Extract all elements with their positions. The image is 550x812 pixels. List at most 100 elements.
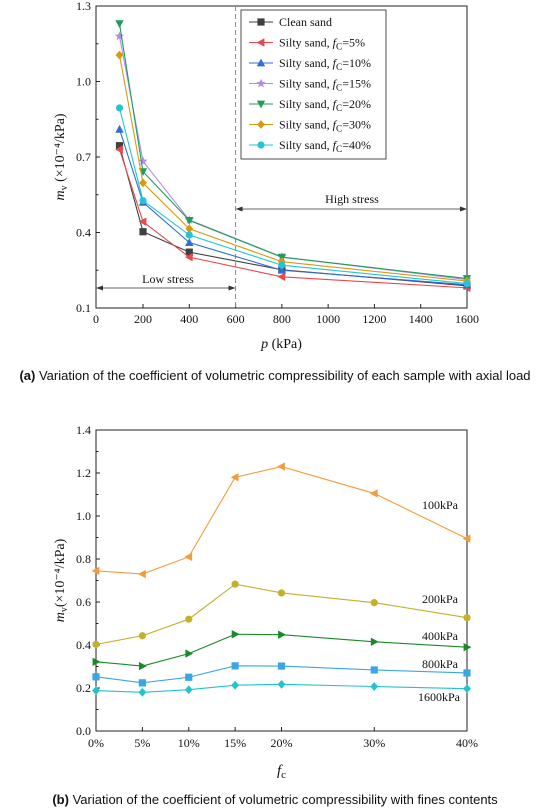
data-point-a-4-2 bbox=[185, 217, 194, 225]
annotation-arrow-head-right-1 bbox=[460, 206, 467, 212]
data-point-b-3-3 bbox=[231, 662, 239, 670]
data-point-b-0-1 bbox=[137, 569, 146, 579]
y-tick-label-b-2: 0.4 bbox=[76, 638, 91, 652]
y-tick-label-a-1: 0.4 bbox=[76, 226, 91, 240]
legend-label-a-4: Silty sand, fC=20% bbox=[279, 97, 371, 114]
y-tick-label-b-4: 0.8 bbox=[76, 552, 91, 566]
x-tick-label-b-5: 30% bbox=[363, 736, 385, 750]
legend-marker-a-4 bbox=[256, 100, 266, 109]
data-point-a-4-0 bbox=[115, 20, 124, 29]
data-point-b-2-4 bbox=[278, 630, 286, 639]
data-point-b-4-2 bbox=[184, 685, 193, 695]
caption-b-label: (b) bbox=[52, 792, 69, 807]
data-point-b-1-0 bbox=[92, 640, 100, 648]
data-point-b-1-1 bbox=[138, 632, 146, 640]
annotation-arrow-head-left-1 bbox=[235, 206, 243, 212]
series-label-b-0: 100kPa bbox=[422, 498, 459, 512]
data-point-b-0-6 bbox=[462, 534, 471, 543]
annotation-arrow-0 bbox=[96, 285, 236, 291]
legend-label-a-2: Silty sand, fC=10% bbox=[279, 56, 371, 73]
data-point-b-3-6 bbox=[463, 669, 471, 677]
x-tick-label-a-5: 1000 bbox=[316, 312, 340, 326]
data-point-b-4-1 bbox=[138, 687, 147, 697]
x-tick-label-b-2: 10% bbox=[178, 736, 200, 750]
series-line-b-2 bbox=[95, 633, 468, 667]
y-tick-label-b-3: 0.6 bbox=[76, 595, 91, 609]
data-point-a-3-1 bbox=[138, 156, 148, 166]
data-point-a-6-2 bbox=[185, 231, 193, 239]
legend-label-a-0: Clean sand bbox=[279, 15, 332, 29]
data-point-a-5-1 bbox=[139, 178, 147, 188]
data-point-b-0-4 bbox=[277, 462, 285, 471]
data-point-a-1-2 bbox=[184, 252, 193, 262]
annotation-text-0: Low stress bbox=[142, 272, 194, 286]
legend-marker-a-3 bbox=[256, 78, 266, 88]
legend-marker-a-5 bbox=[257, 120, 265, 129]
data-point-a-5-2 bbox=[185, 224, 194, 234]
x-tick-label-a-3: 600 bbox=[227, 312, 245, 326]
data-point-a-2-3 bbox=[277, 265, 287, 274]
data-point-a-6-1 bbox=[139, 196, 147, 205]
legend-marker-a-6 bbox=[257, 141, 265, 149]
data-point-b-2-5 bbox=[370, 637, 379, 646]
data-point-b-1-5 bbox=[370, 599, 378, 607]
y-tick-label-a-3: 1.0 bbox=[76, 75, 91, 89]
x-tick-label-a-8: 1600 bbox=[455, 312, 479, 326]
y-tick-label-b-6: 1.2 bbox=[76, 466, 91, 480]
y-tick-label-a-4: 1.3 bbox=[76, 0, 91, 13]
x-tick-label-a-4: 800 bbox=[273, 312, 291, 326]
x-tick-label-a-2: 400 bbox=[180, 312, 198, 326]
y-tick-label-a-0: 0.1 bbox=[76, 301, 91, 315]
caption-b-text: Variation of the coefficient of volumetr… bbox=[72, 792, 498, 807]
legend-marker-a-0 bbox=[257, 18, 265, 26]
data-point-b-0-2 bbox=[184, 552, 193, 562]
data-point-a-0-0 bbox=[115, 142, 124, 150]
legend-label-a-3: Silty sand, fC=15% bbox=[279, 77, 371, 94]
y-tick-label-a-2: 0.7 bbox=[76, 150, 91, 164]
series-line-a-1 bbox=[118, 149, 468, 289]
caption-b: (b) Variation of the coefficient of volu… bbox=[10, 790, 540, 809]
data-point-b-3-1 bbox=[138, 679, 146, 687]
x-tick-label-b-0: 0% bbox=[88, 736, 104, 750]
data-point-b-1-4 bbox=[277, 589, 286, 597]
data-point-b-2-3 bbox=[231, 630, 240, 639]
data-point-b-1-2 bbox=[185, 615, 193, 623]
data-point-b-2-1 bbox=[138, 661, 147, 671]
y-axis-label-b: mv(×10⁻⁴/kPa) bbox=[53, 538, 70, 622]
annotation-arrow-1 bbox=[235, 206, 467, 212]
annotation-arrow-head-right-0 bbox=[228, 285, 236, 291]
series-line-b-0 bbox=[95, 465, 468, 575]
data-point-a-6-4 bbox=[463, 279, 471, 288]
caption-a: (a) Variation of the coefficient of volu… bbox=[10, 366, 540, 385]
legend-label-a-5: Silty sand, fC=30% bbox=[279, 118, 371, 135]
x-tick-label-b-1: 5% bbox=[134, 736, 150, 750]
legend-marker-a-1 bbox=[256, 38, 265, 47]
data-point-a-2-2 bbox=[185, 238, 194, 246]
y-tick-label-b-7: 1.4 bbox=[76, 423, 91, 437]
data-point-b-0-0 bbox=[91, 566, 100, 576]
data-point-b-4-3 bbox=[231, 680, 240, 690]
data-point-b-3-5 bbox=[370, 666, 378, 674]
legend-a bbox=[240, 9, 387, 160]
series-label-b-3: 800kPa bbox=[422, 657, 459, 671]
caption-a-text: Variation of the coefficient of volumetr… bbox=[38, 368, 531, 383]
data-point-b-3-0 bbox=[92, 673, 100, 681]
x-axis-label-b: fc bbox=[277, 763, 286, 781]
data-point-a-1-3 bbox=[277, 272, 286, 281]
data-point-b-3-4 bbox=[277, 662, 286, 670]
series-label-b-1: 200kPa bbox=[422, 592, 459, 606]
annotation-text-1: High stress bbox=[325, 192, 379, 206]
chart-a: 0 200 400 600 800 1000 1200 1400 1600 0.1 0.4 0.7 1.… bbox=[53, 0, 479, 352]
data-point-a-1-0 bbox=[115, 145, 123, 154]
data-point-b-4-4 bbox=[277, 679, 286, 689]
data-point-b-4-5 bbox=[370, 682, 379, 691]
data-point-a-6-3 bbox=[278, 261, 286, 269]
data-point-b-4-0 bbox=[92, 686, 100, 695]
data-point-b-3-2 bbox=[185, 673, 193, 681]
data-point-b-0-5 bbox=[369, 489, 378, 498]
y-axis-label-a: mv (×10⁻⁴/kPa) bbox=[53, 113, 70, 200]
x-tick-label-b-3: 15% bbox=[224, 736, 246, 750]
data-point-a-0-2 bbox=[185, 248, 193, 256]
data-point-a-5-0 bbox=[115, 50, 124, 60]
data-point-b-0-3 bbox=[230, 473, 239, 482]
